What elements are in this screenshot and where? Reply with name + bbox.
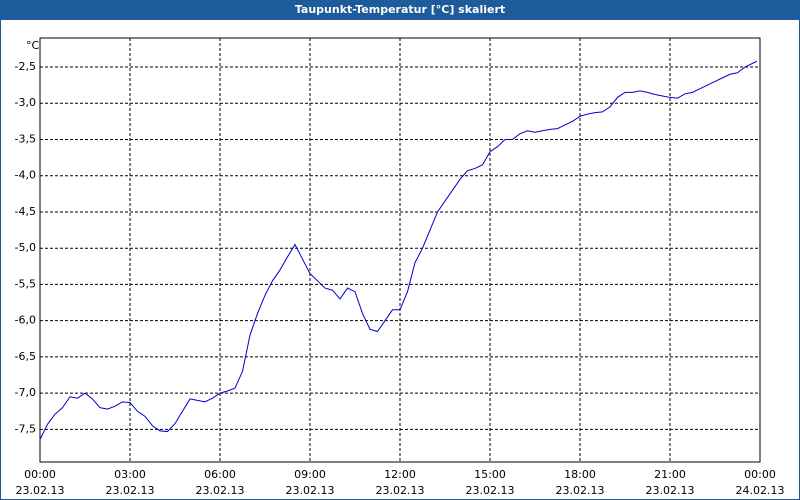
y-axis-label: °C (26, 39, 40, 52)
data-line (39, 60, 758, 440)
title-bar (0, 0, 800, 20)
y-tick-label: -7,5 (15, 422, 36, 435)
x-tick-label: 06:00 (204, 468, 236, 481)
y-tick-label: -6,0 (15, 314, 36, 327)
x-tick-date: 23.02.13 (466, 484, 515, 497)
y-tick-label: -2,5 (15, 60, 36, 73)
x-tick-label: 21:00 (654, 468, 686, 481)
y-tick-label: -7,0 (15, 386, 36, 399)
x-tick-label: 00:00 (24, 468, 56, 481)
x-tick-date: 23.02.13 (196, 484, 245, 497)
x-tick-date: 23.02.13 (376, 484, 425, 497)
x-tick-label: 00:00 (744, 468, 776, 481)
x-tick-date: 23.02.13 (646, 484, 695, 497)
chart-title: Taupunkt-Temperatur [°C] skaliert (295, 3, 505, 16)
y-tick-label: -4,0 (15, 169, 36, 182)
x-tick-date: 23.02.13 (286, 484, 335, 497)
y-tick-label: -5,0 (15, 241, 36, 254)
y-tick-label: -3,5 (15, 132, 36, 145)
x-tick-label: 15:00 (474, 468, 506, 481)
x-tick-date: 23.02.13 (106, 484, 155, 497)
x-tick-date: 23.02.13 (556, 484, 605, 497)
x-tick-date: 23.02.13 (16, 484, 65, 497)
x-tick-label: 12:00 (384, 468, 416, 481)
x-tick-label: 18:00 (564, 468, 596, 481)
x-tick-date: 24.02.13 (736, 484, 785, 497)
y-tick-label: -4,5 (15, 205, 36, 218)
y-tick-label: -3,0 (15, 96, 36, 109)
y-tick-label: -5,5 (15, 277, 36, 290)
x-tick-label: 03:00 (114, 468, 146, 481)
y-tick-label: -6,5 (15, 350, 36, 363)
x-tick-label: 09:00 (294, 468, 326, 481)
